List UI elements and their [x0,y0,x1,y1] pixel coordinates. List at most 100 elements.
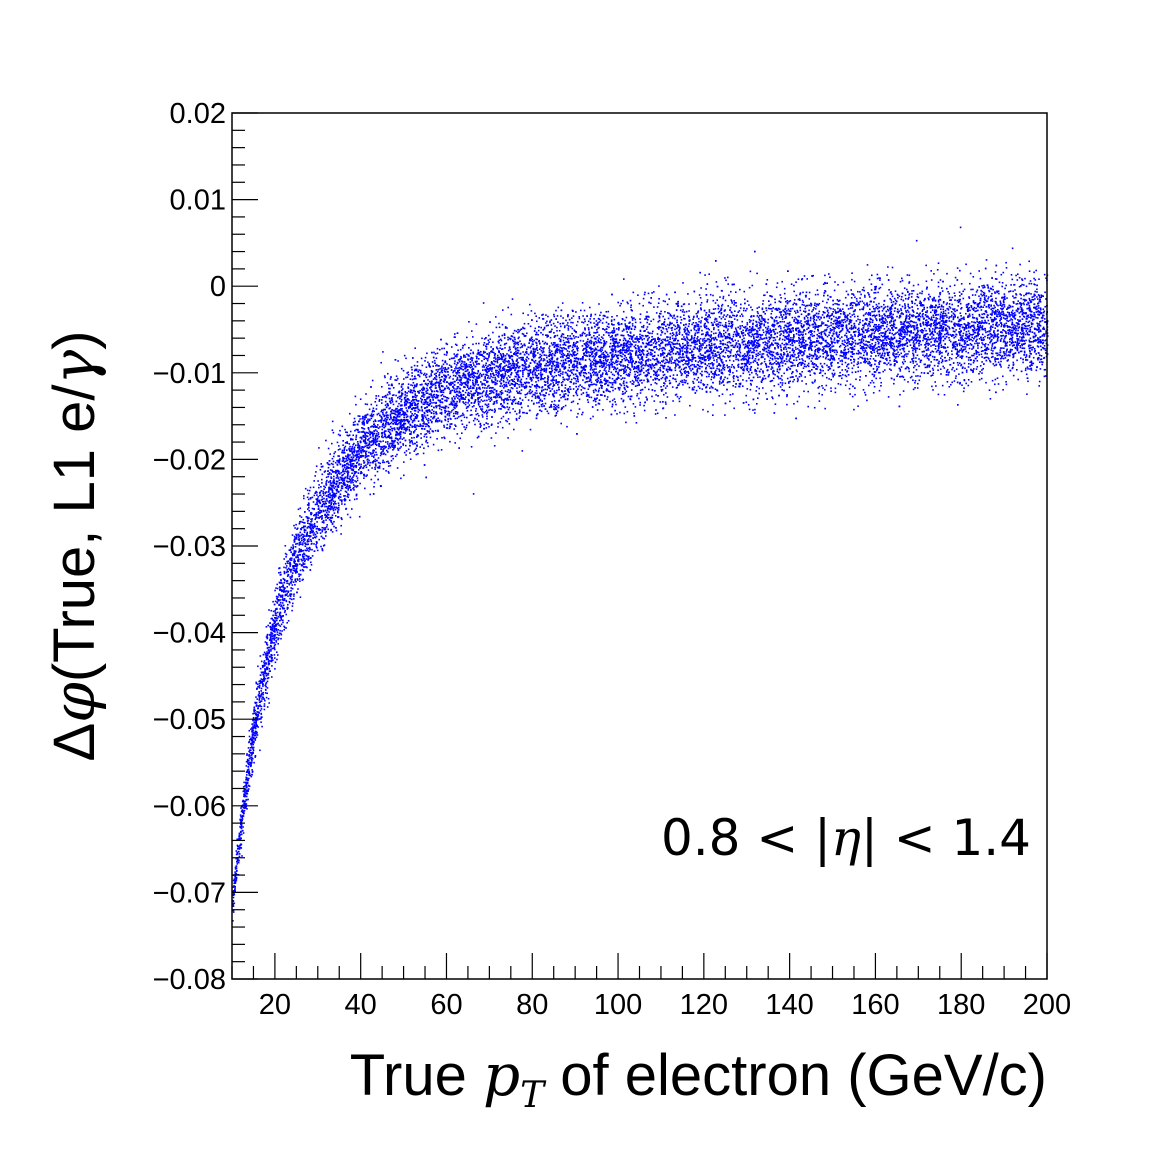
data-point [981,317,984,319]
data-point [332,484,334,487]
data-point [327,517,329,519]
data-point [930,375,932,377]
data-point [833,351,836,354]
data-point [869,317,872,320]
data-point [788,359,790,362]
data-point [644,291,646,294]
data-point [662,365,664,368]
data-point [720,369,723,371]
data-point [348,484,351,487]
data-point [765,326,767,329]
data-point [585,352,588,354]
data-point [307,559,309,561]
data-point [1021,343,1023,346]
data-point [494,395,496,398]
data-point [746,388,749,390]
data-point [275,587,277,589]
data-point [916,387,919,389]
data-point [270,641,272,644]
data-point [331,490,334,492]
data-point [932,328,934,330]
data-point [999,304,1001,306]
data-point [785,315,787,318]
data-point [779,312,782,314]
data-point [1024,327,1027,330]
data-point [562,380,564,383]
data-point [714,319,716,321]
data-point [1043,375,1046,378]
data-point [301,560,303,562]
data-point [456,433,459,435]
data-point [915,368,918,371]
data-point [637,371,639,374]
data-point [1016,349,1019,352]
data-point [750,331,753,333]
data-point [359,441,362,444]
data-point [900,366,903,368]
data-point [994,300,997,303]
data-point [869,344,871,346]
data-point [276,636,278,639]
data-point [911,360,914,362]
data-point [905,340,908,342]
data-point [352,463,355,465]
data-point [738,310,741,312]
data-point [874,359,876,362]
data-point [359,455,362,457]
data-point [347,485,349,488]
data-point [439,405,441,408]
data-point [665,369,668,371]
data-point [619,351,621,353]
data-point [536,346,538,349]
data-point [804,360,806,363]
data-point [302,526,305,529]
data-point [467,398,470,401]
data-point [1006,317,1008,320]
data-point [326,505,328,508]
data-point [762,370,764,372]
data-point [685,379,687,382]
data-point [646,354,649,357]
data-point [325,482,327,485]
data-point [347,467,350,469]
data-point [601,349,603,351]
data-point [514,398,517,401]
data-point [347,474,349,476]
data-point [638,367,640,369]
data-point [697,311,699,314]
data-point [322,510,325,513]
data-point [414,390,416,393]
data-point [643,371,645,374]
data-point [259,749,261,752]
data-point [788,382,790,384]
data-point [855,378,857,381]
data-point [710,349,712,352]
data-point [469,352,472,355]
data-point [343,452,346,454]
data-point [730,366,733,368]
data-point [914,348,916,350]
data-point [699,297,702,299]
data-point [672,352,675,355]
data-point [543,343,546,345]
data-point [407,390,410,393]
data-point [637,354,639,357]
data-point [328,472,331,474]
data-point [808,331,810,334]
data-point [893,359,896,361]
data-point [993,332,996,335]
data-point [551,400,553,403]
data-point [917,296,920,299]
data-point [876,307,879,310]
data-point [553,408,556,411]
data-point [735,291,737,293]
data-point [249,749,251,751]
data-point [551,358,553,361]
data-point [1022,361,1024,364]
data-point [307,543,309,545]
data-point [705,368,707,370]
data-point [340,482,343,484]
data-point [490,375,492,378]
data-point [892,323,895,326]
